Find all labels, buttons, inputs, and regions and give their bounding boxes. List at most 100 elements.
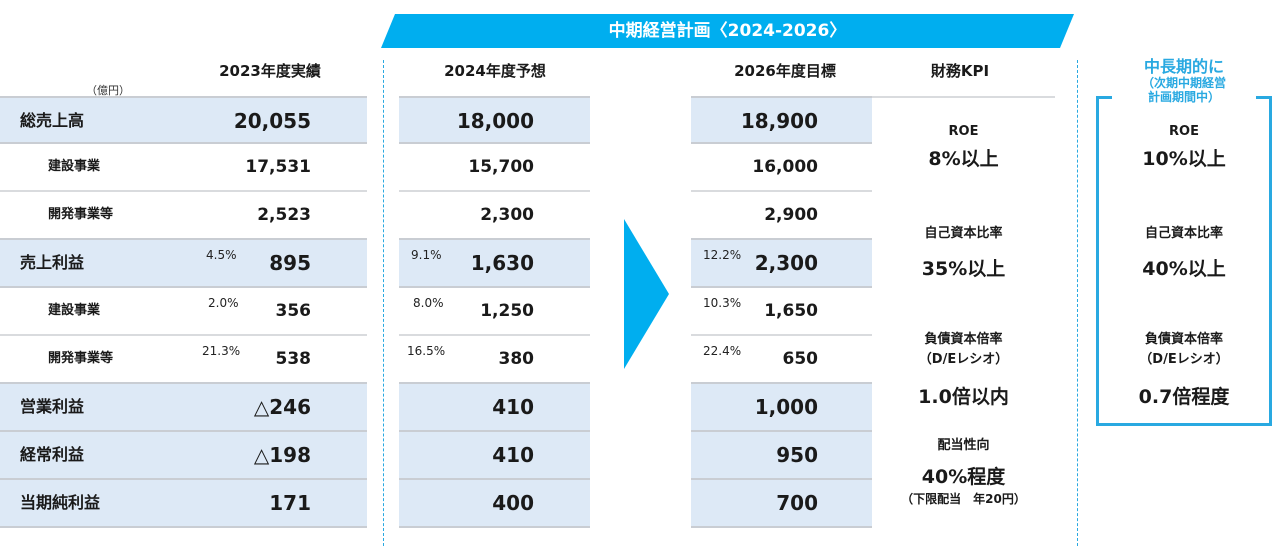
- table-row: 410: [399, 432, 590, 480]
- forecast-value: 18,000: [456, 109, 534, 133]
- long-term-subtitle-1: （次期中期経営: [1141, 76, 1226, 90]
- long-equity-label: 自己資本比率: [1144, 226, 1223, 241]
- row-label: 建設事業: [48, 303, 101, 318]
- forecast-value: 2,300: [480, 205, 534, 225]
- actual-value: 538: [275, 349, 312, 369]
- table-row: 1,000: [691, 384, 872, 432]
- actual-value: 20,055: [233, 109, 311, 133]
- table-row: 22.4% 650: [691, 336, 872, 384]
- actual-value: 356: [275, 301, 312, 321]
- target-value: 2,300: [754, 251, 818, 275]
- long-term-subtitle-2: 計画期間中）: [1147, 90, 1220, 104]
- actual-value: 895: [269, 251, 311, 275]
- table-row: 経常利益 △198: [0, 432, 367, 480]
- margin-pct: 8.0%: [413, 296, 444, 310]
- target-table: 18,900 16,000 2,900 12.2% 2,300 10.3% 1,…: [691, 96, 872, 528]
- forecast-table: 18,000 15,700 2,300 9.1% 1,630 8.0% 1,25…: [399, 96, 590, 528]
- table-row: 総売上高 20,055: [0, 96, 367, 144]
- row-label: 開発事業等: [48, 351, 114, 366]
- long-de-label: 負債資本倍率: [1144, 332, 1223, 347]
- kpi-roe-label: ROE: [948, 124, 979, 139]
- actual-table: 総売上高 20,055 建設事業 17,531 開発事業等 2,523 売上利益…: [0, 96, 367, 528]
- kpi-payout-note: （下限配当 年20円）: [901, 492, 1026, 506]
- margin-pct: 2.0%: [208, 296, 239, 310]
- actual-value: 171: [269, 491, 311, 515]
- table-row: 950: [691, 432, 872, 480]
- kpi-top-rule: [872, 96, 1055, 98]
- long-roe-value: 10%以上: [1142, 148, 1226, 170]
- table-row: 開発事業等 2,523: [0, 192, 367, 240]
- kpi-de-label: 負債資本倍率: [924, 332, 1003, 347]
- forecast-value: 400: [492, 491, 534, 515]
- margin-pct: 12.2%: [703, 248, 742, 262]
- margin-pct: 9.1%: [411, 248, 442, 262]
- col-header-forecast: 2024年度予想: [444, 62, 546, 80]
- table-row: 16.5% 380: [399, 336, 590, 384]
- col-header-kpi: 財務KPI: [930, 62, 990, 80]
- mid-term-plan-banner: 中期経営計画〈2024-2026〉: [381, 14, 1074, 48]
- margin-pct: 16.5%: [407, 344, 446, 358]
- table-row: 12.2% 2,300: [691, 240, 872, 288]
- bracket-corner-left: [1096, 96, 1112, 99]
- forecast-value: 15,700: [468, 157, 534, 177]
- row-label: 経常利益: [20, 445, 85, 464]
- table-row: 開発事業等 21.3% 538: [0, 336, 367, 384]
- table-row: 18,000: [399, 96, 590, 144]
- kpi-payout-label: 配当性向: [937, 438, 990, 453]
- unit-label: （億円）: [86, 84, 130, 97]
- long-term-heading: 中長期的に: [1143, 57, 1224, 76]
- forecast-value: 410: [492, 443, 534, 467]
- long-term-title: 中長期的に （次期中期経営 計画期間中）: [1096, 57, 1272, 105]
- table-row: 9.1% 1,630: [399, 240, 590, 288]
- col-header-actual: 2023年度実績: [219, 62, 321, 80]
- long-roe-label: ROE: [1169, 124, 1199, 139]
- table-row: 当期純利益 171: [0, 480, 367, 528]
- forecast-value: 380: [498, 349, 535, 369]
- table-row: 16,000: [691, 144, 872, 192]
- actual-value: 2,523: [257, 205, 311, 225]
- table-row: 18,900: [691, 96, 872, 144]
- plan-divider-right: [1077, 60, 1078, 546]
- arrow-right-icon: [624, 219, 670, 373]
- actual-value: 17,531: [245, 157, 311, 177]
- long-de-sublabel: （D/Eレシオ）: [1139, 352, 1229, 367]
- table-row: 売上利益 4.5% 895: [0, 240, 367, 288]
- target-value: 16,000: [752, 157, 818, 177]
- banner-title: 中期経営計画〈2024-2026〉: [608, 21, 847, 41]
- forecast-value: 1,630: [470, 251, 534, 275]
- table-row: 8.0% 1,250: [399, 288, 590, 336]
- kpi-de-value: 1.0倍以内: [918, 386, 1009, 408]
- margin-pct: 4.5%: [206, 248, 237, 262]
- kpi-equity-label: 自己資本比率: [924, 226, 1003, 241]
- margin-pct: 22.4%: [703, 344, 742, 358]
- target-value: 18,900: [740, 109, 818, 133]
- table-row: 400: [399, 480, 590, 528]
- table-row: 15,700: [399, 144, 590, 192]
- long-term-kpi-panel: 中長期的に （次期中期経営 計画期間中） ROE 10%以上 自己資本比率 40…: [1096, 58, 1272, 426]
- long-equity-value: 40%以上: [1142, 258, 1226, 280]
- bracket-frame: [1096, 96, 1272, 426]
- row-label: 売上利益: [20, 253, 85, 272]
- table-row: 2,300: [399, 192, 590, 240]
- table-row: 営業利益 △246: [0, 384, 367, 432]
- row-label: 建設事業: [48, 159, 101, 174]
- kpi-payout-value: 40%程度: [921, 466, 1006, 488]
- table-row: 建設事業 17,531: [0, 144, 367, 192]
- actual-value: △246: [253, 395, 311, 419]
- target-value: 700: [776, 491, 818, 515]
- forecast-value: 410: [492, 395, 534, 419]
- col-header-target: 2026年度目標: [734, 62, 836, 80]
- table-row: 410: [399, 384, 590, 432]
- table-row: 建設事業 2.0% 356: [0, 288, 367, 336]
- table-row: 2,900: [691, 192, 872, 240]
- row-label: 当期純利益: [20, 493, 101, 512]
- forecast-value: 1,250: [480, 301, 534, 321]
- kpi-de-sublabel: （D/Eレシオ）: [918, 352, 1009, 367]
- margin-pct: 21.3%: [202, 344, 241, 358]
- bracket-corner-right: [1256, 96, 1272, 99]
- margin-pct: 10.3%: [703, 296, 742, 310]
- plan-divider-left: [383, 60, 384, 546]
- kpi-equity-value: 35%以上: [921, 258, 1006, 280]
- table-row: 10.3% 1,650: [691, 288, 872, 336]
- kpi-roe-value: 8%以上: [928, 148, 999, 170]
